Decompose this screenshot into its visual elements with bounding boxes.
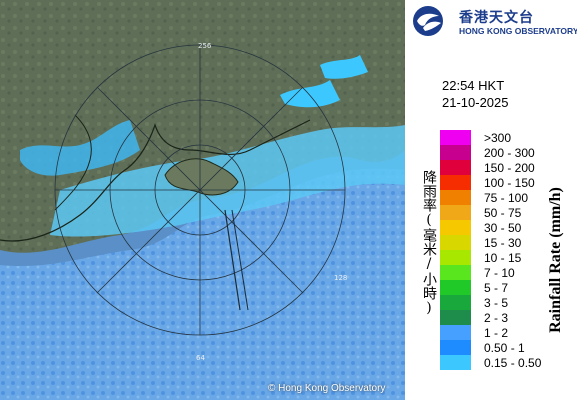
- rain-echo-west: [20, 120, 140, 176]
- timestamp-date: 21-10-2025: [442, 95, 509, 110]
- legend-item: 200 - 300: [440, 145, 570, 160]
- radar-map: 256 128 64 © Hong Kong Observatory: [0, 0, 405, 400]
- legend-swatch: [440, 160, 471, 175]
- radar-clutter-line: [231, 209, 249, 311]
- legend-label: 200 - 300: [484, 146, 535, 160]
- legend-swatch: [440, 205, 471, 220]
- ring-label-north: 256: [198, 42, 212, 50]
- radar-image: 256 128 64: [0, 0, 405, 400]
- ring-label-south: 64: [196, 354, 205, 362]
- hko-logo: 香港天文台 HONG KONG OBSERVATORY: [411, 4, 577, 40]
- legend-label: 2 - 3: [484, 311, 509, 325]
- legend-label: 3 - 5: [484, 296, 509, 310]
- rain-echo-sea: [0, 168, 405, 400]
- legend-swatch: [440, 280, 471, 295]
- legend-item: 75 - 100: [440, 190, 570, 205]
- legend-swatch: [440, 145, 471, 160]
- legend-label: 30 - 50: [484, 221, 522, 235]
- legend-label: >300: [484, 131, 512, 145]
- range-rings: [54, 44, 346, 336]
- legend-item: 1 - 2: [440, 325, 570, 340]
- legend-swatch: [440, 235, 471, 250]
- legend-swatch: [440, 250, 471, 265]
- legend-swatch: [440, 295, 471, 310]
- coastline: [0, 119, 311, 242]
- legend-unit-chinese: 降雨率(毫米/小時): [421, 170, 437, 316]
- org-name-chinese: 香港天文台: [459, 10, 534, 26]
- legend-swatch: [440, 220, 471, 235]
- legend-swatch: [440, 325, 471, 340]
- ring-label-southeast: 128: [334, 274, 347, 282]
- legend-item: 7 - 10: [440, 265, 570, 280]
- legend-item: 5 - 7: [440, 280, 570, 295]
- legend-swatch: [440, 175, 471, 190]
- legend-label: 0.50 - 1: [484, 341, 525, 355]
- legend-item: 0.50 - 1: [440, 340, 570, 355]
- legend-swatch: [440, 130, 471, 145]
- legend-label: 15 - 30: [484, 236, 522, 250]
- legend-unit-english-text: Rainfall Rate (mm/h): [547, 187, 564, 333]
- legend-item: 3 - 5: [440, 295, 570, 310]
- river-estuary: [54, 114, 92, 211]
- side-panel: 香港天文台 HONG KONG OBSERVATORY 22:54 HKT 21…: [405, 0, 577, 400]
- rain-echo-north: [280, 80, 340, 108]
- legend-item: >300: [440, 130, 570, 145]
- org-name-english: HONG KONG OBSERVATORY: [459, 26, 577, 36]
- legend-swatch: [440, 355, 471, 370]
- legend-item: 2 - 3: [440, 310, 570, 325]
- legend-swatch: [440, 190, 471, 205]
- legend-item: 50 - 75: [440, 205, 570, 220]
- radar-clutter-line: [224, 209, 241, 311]
- legend-item: 15 - 30: [440, 235, 570, 250]
- legend-label: 1 - 2: [484, 326, 509, 340]
- legend-label: 100 - 150: [484, 176, 535, 190]
- legend-item: 100 - 150: [440, 175, 570, 190]
- legend-label: 50 - 75: [484, 206, 522, 220]
- legend-label: 150 - 200: [484, 161, 535, 175]
- hko-logo-icon: [413, 6, 443, 36]
- legend-label: 7 - 10: [484, 266, 515, 280]
- legend-label: 0.15 - 0.50: [484, 356, 542, 370]
- rain-echo-northeast: [320, 55, 368, 79]
- legend-label: 10 - 15: [484, 251, 522, 265]
- legend-swatch: [440, 340, 471, 355]
- legend-swatch: [440, 265, 471, 280]
- legend-swatch: [440, 310, 471, 325]
- map-credit: © Hong Kong Observatory: [268, 383, 386, 394]
- legend-item: 30 - 50: [440, 220, 570, 235]
- legend-item: 10 - 15: [440, 250, 570, 265]
- legend-item: 0.15 - 0.50: [440, 355, 570, 370]
- legend-item: 150 - 200: [440, 160, 570, 175]
- hong-kong-landmass: [164, 158, 239, 196]
- legend-label: 5 - 7: [484, 281, 509, 295]
- timestamp-time: 22:54 HKT: [442, 78, 505, 93]
- legend-label: 75 - 100: [484, 191, 529, 205]
